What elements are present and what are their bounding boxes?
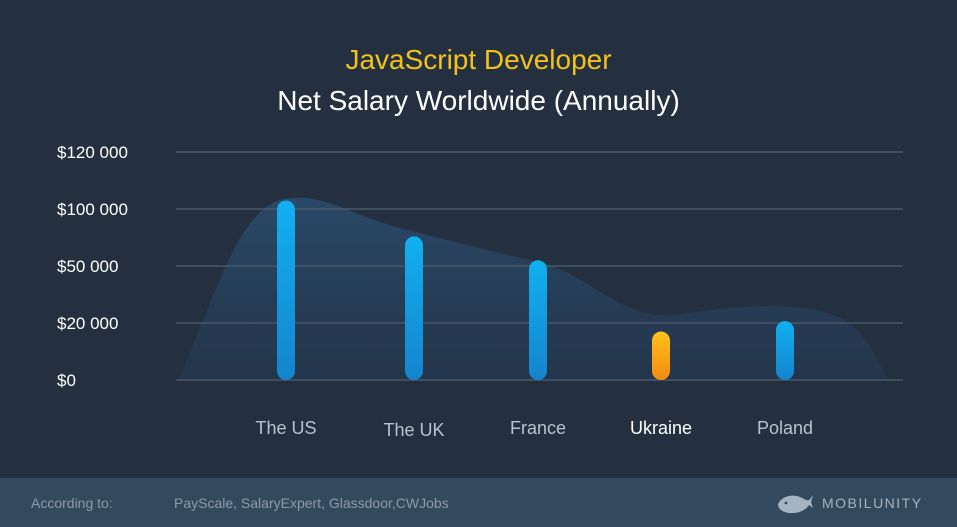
x-tick-label: The UK	[383, 420, 444, 440]
chart-title: JavaScript Developer	[345, 44, 612, 75]
sources-list: PayScale, SalaryExpert, Glassdoor,CWJobs	[174, 495, 449, 511]
bar-poland	[776, 321, 794, 380]
y-axis-ticks: $0 $20 000 $50 000 $100 000 $120 000	[57, 143, 128, 390]
bar-ukraine	[652, 331, 670, 380]
x-tick-label: Poland	[757, 418, 813, 438]
footer: According to: PayScale, SalaryExpert, Gl…	[0, 478, 957, 527]
x-axis-ticks: The US The UK France Ukraine Poland	[255, 418, 813, 440]
x-tick-label: The US	[255, 418, 316, 438]
x-tick-label: France	[510, 418, 566, 438]
brand-logo: MOBILUNITY	[776, 488, 923, 518]
whale-icon	[778, 495, 813, 514]
bar-chart: $0$20 000$50 000$100 000$120 000 The US T…	[57, 143, 903, 440]
x-tick-label: Ukraine	[630, 418, 692, 438]
y-tick-label: $20 000	[57, 314, 118, 333]
bar-the-uk	[405, 236, 423, 380]
sources-label: According to:	[31, 495, 113, 511]
bar-the-us	[277, 200, 295, 380]
y-tick-label: $100 000	[57, 200, 128, 219]
bars	[277, 200, 794, 380]
y-tick-label: $120 000	[57, 143, 128, 162]
y-tick-label: $50 000	[57, 257, 118, 276]
y-tick-label: $0	[57, 371, 76, 390]
bar-france	[529, 260, 547, 380]
brand-name: MOBILUNITY	[822, 495, 923, 511]
chart-subtitle: Net Salary Worldwide (Annually)	[277, 85, 680, 116]
